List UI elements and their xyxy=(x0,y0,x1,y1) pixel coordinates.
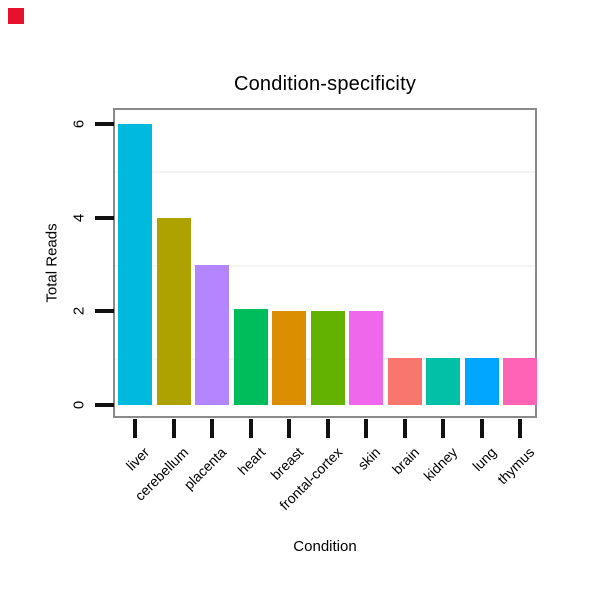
bar-frontal-cortex xyxy=(310,311,345,405)
red-square-marker xyxy=(8,8,24,24)
y-tick-4 xyxy=(95,215,114,220)
x-tick-breast xyxy=(287,419,291,438)
x-tick-frontal-cortex xyxy=(325,419,330,438)
x-axis-title: Condition xyxy=(293,538,357,555)
y-axis-title: Total Reads xyxy=(43,223,61,303)
bar-thymus xyxy=(503,358,537,405)
gridline-y3 xyxy=(115,264,535,267)
y-tick-6 xyxy=(95,122,114,127)
x-tick-cerebellum xyxy=(171,419,176,438)
x-tick-liver xyxy=(133,419,137,438)
bar-kidney xyxy=(426,358,460,405)
bar-lung xyxy=(464,358,499,405)
x-tick-kidney xyxy=(441,419,445,438)
x-tick-placenta xyxy=(210,419,214,438)
y-tick-label-6: 6 xyxy=(70,120,88,129)
bar-liver xyxy=(118,124,152,405)
x-tick-heart xyxy=(248,419,253,438)
bar-cerebellum xyxy=(156,217,191,405)
y-tick-label-4: 4 xyxy=(70,213,88,222)
plot-area xyxy=(113,108,537,418)
bar-placenta xyxy=(195,264,229,405)
bar-skin xyxy=(349,311,383,405)
x-tick-brain xyxy=(402,419,407,438)
bar-heart xyxy=(233,309,268,405)
y-tick-label-0: 0 xyxy=(70,400,88,410)
x-tick-skin xyxy=(364,419,368,438)
chart-title: Condition-specificity xyxy=(233,73,417,95)
bar-breast xyxy=(272,311,306,405)
bar-brain xyxy=(387,358,422,405)
gridline-y5 xyxy=(115,171,535,173)
x-tick-lung xyxy=(479,419,484,438)
y-tick-2 xyxy=(95,309,114,314)
y-tick-label-2: 2 xyxy=(70,307,88,316)
y-tick-0 xyxy=(95,403,114,407)
x-tick-thymus xyxy=(518,419,522,438)
